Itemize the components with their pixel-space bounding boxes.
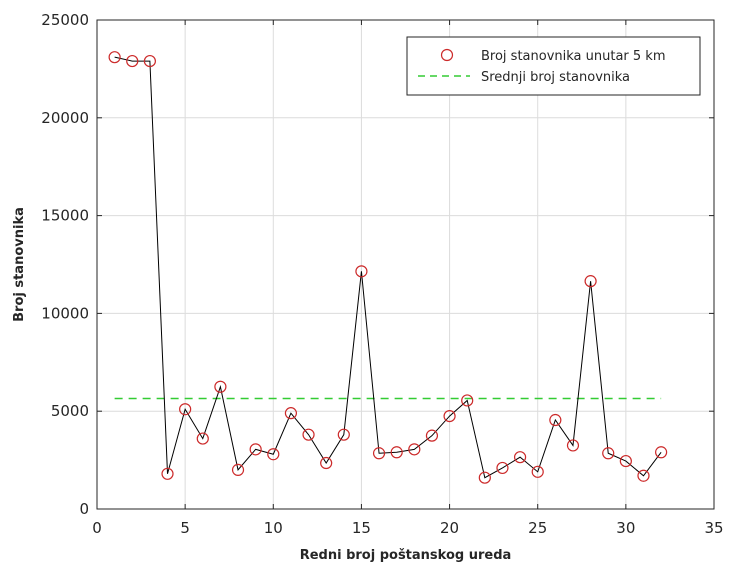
- population-point: [443, 409, 456, 423]
- legend-entry-0: Broj stanovnika unutar 5 km: [481, 49, 666, 64]
- y-axis-label: Broj stanovnika: [12, 207, 27, 322]
- population-point: [249, 443, 262, 456]
- x-tick-label: 20: [440, 519, 459, 537]
- y-tick-labels: 0 5000 10000 15000 20000 25000: [41, 11, 89, 518]
- y-tick-label: 5000: [51, 402, 89, 420]
- population-point: [566, 439, 580, 452]
- y-tick-label: 10000: [41, 304, 89, 322]
- population-point: [531, 465, 544, 478]
- legend-marker-circle-icon: [440, 48, 454, 62]
- population-point: [478, 471, 491, 484]
- x-tick-label: 5: [180, 519, 190, 537]
- population-point: [355, 265, 368, 278]
- population-point: [549, 413, 562, 427]
- y-tick-label: 15000: [41, 207, 89, 225]
- population-point: [302, 428, 315, 441]
- population-point: [496, 461, 509, 475]
- population-point: [655, 446, 668, 459]
- population-point: [408, 443, 421, 456]
- population-point: [513, 451, 527, 464]
- series-layer: [108, 51, 668, 484]
- population-point: [372, 447, 386, 460]
- population-point: [337, 428, 350, 441]
- population-point: [637, 469, 650, 482]
- x-tick-label: 15: [352, 519, 371, 537]
- population-point: [231, 463, 245, 476]
- x-tick-label: 25: [528, 519, 547, 537]
- axes-background: [97, 20, 714, 509]
- legend-entry-1: Srednji broj stanovnika: [481, 70, 630, 85]
- plot-area: [96, 19, 715, 510]
- y-tick-label: 20000: [41, 109, 89, 127]
- x-tick-label: 10: [264, 519, 283, 537]
- x-tick-labels: 0 5 10 15 20 25 30 35: [92, 519, 723, 537]
- y-tick-label: 0: [79, 500, 89, 518]
- population-point: [584, 275, 597, 288]
- x-tick-label: 0: [92, 519, 102, 537]
- legend-box: [406, 36, 701, 96]
- population-point: [214, 380, 227, 393]
- population-point: [425, 429, 439, 442]
- population-point: [108, 51, 121, 64]
- legend: Broj stanovnika unutar 5 km Srednji broj…: [406, 36, 701, 96]
- population-point: [126, 54, 139, 68]
- y-tick-label: 25000: [41, 11, 89, 29]
- population-point: [267, 448, 280, 461]
- population-point: [602, 447, 615, 460]
- population-point: [196, 432, 209, 445]
- x-tick-label: 30: [616, 519, 635, 537]
- population-point: [320, 456, 333, 470]
- x-tick-label: 35: [704, 519, 723, 537]
- x-axis-label: Redni broj poštanskog ureda: [300, 548, 512, 563]
- population-point: [161, 467, 174, 480]
- population-point: [143, 54, 156, 68]
- axes-box: [96, 19, 715, 510]
- population-point: [179, 403, 192, 416]
- population-point: [390, 446, 403, 459]
- population-point: [284, 407, 298, 420]
- population-point: [461, 394, 474, 407]
- population-point: [619, 454, 632, 468]
